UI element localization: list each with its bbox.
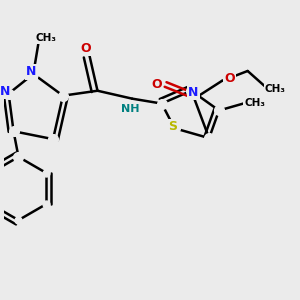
- Text: N: N: [0, 85, 10, 98]
- Text: CH₃: CH₃: [244, 98, 265, 108]
- Text: O: O: [225, 72, 235, 86]
- Text: O: O: [225, 72, 235, 86]
- Text: N: N: [26, 65, 37, 79]
- Text: O: O: [152, 78, 162, 91]
- Text: NH: NH: [121, 103, 140, 113]
- Text: O: O: [80, 42, 91, 55]
- Text: N: N: [188, 86, 199, 99]
- Text: CH₃: CH₃: [265, 84, 286, 94]
- Text: N: N: [0, 85, 10, 98]
- Text: CH₃: CH₃: [265, 84, 286, 94]
- Text: O: O: [152, 78, 162, 91]
- Text: CH₃: CH₃: [244, 98, 265, 108]
- Text: CH₃: CH₃: [36, 33, 57, 43]
- Text: NH: NH: [121, 103, 140, 113]
- Text: CH₃: CH₃: [36, 33, 57, 43]
- Text: S: S: [168, 120, 177, 133]
- Text: N: N: [26, 65, 37, 79]
- Text: O: O: [80, 42, 91, 55]
